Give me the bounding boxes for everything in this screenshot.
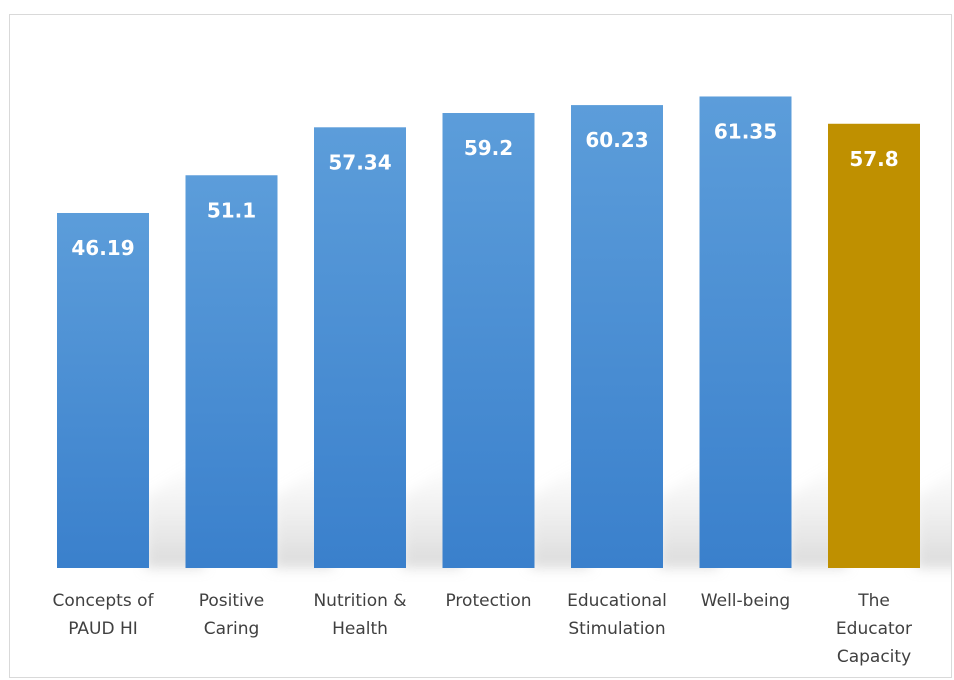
category-label-line: Capacity (837, 647, 911, 667)
category-label: Educational Stimulation (567, 591, 667, 639)
bar-shadow (916, 474, 951, 568)
data-label: 57.8 (849, 147, 898, 171)
category-label: Well-being (701, 591, 790, 611)
data-label: 51.1 (207, 198, 256, 222)
bar (571, 105, 663, 569)
category-label-line: Health (332, 619, 388, 639)
category-label: Nutrition & Health (313, 591, 406, 639)
category-label-line: Protection (445, 591, 531, 611)
bar-chart: 46.19 51.1 57.34 59.2 60.23 61.35 57.8 Concept… (53, 96, 951, 667)
bar (699, 96, 792, 568)
bar (57, 212, 149, 568)
bar (185, 175, 278, 568)
category-label-line: Concepts of (53, 591, 155, 611)
data-label: 60.23 (585, 128, 648, 152)
category-label: The Educator Capacity (836, 591, 912, 667)
data-label: 61.35 (714, 119, 777, 143)
category-label-line: Positive (199, 591, 265, 611)
data-label: 57.34 (328, 150, 391, 174)
bar (442, 113, 535, 569)
category-label: Concepts of PAUD HI (53, 591, 155, 639)
bar (828, 123, 920, 568)
bar (314, 127, 406, 568)
category-label-line: Stimulation (568, 619, 665, 639)
category-label-line: Educational (567, 591, 667, 611)
category-label-line: Well-being (701, 591, 790, 611)
category-label: Protection (445, 591, 531, 611)
category-label: Positive Caring (199, 591, 265, 639)
data-label: 59.2 (464, 136, 513, 160)
category-label-line: Nutrition & (313, 591, 406, 611)
data-label: 46.19 (71, 236, 134, 260)
category-label-line: The (857, 591, 890, 611)
chart-frame: 46.19 51.1 57.34 59.2 60.23 61.35 57.8 Concept… (9, 14, 952, 678)
category-labels: Concepts of PAUD HI Positive Caring Nutritio… (53, 591, 913, 667)
category-label-line: PAUD HI (68, 619, 138, 639)
bar-series (57, 96, 920, 569)
category-label-line: Educator (836, 619, 912, 639)
category-label-line: Caring (204, 619, 260, 639)
data-labels: 46.19 51.1 57.34 59.2 60.23 61.35 57.8 (71, 119, 898, 260)
